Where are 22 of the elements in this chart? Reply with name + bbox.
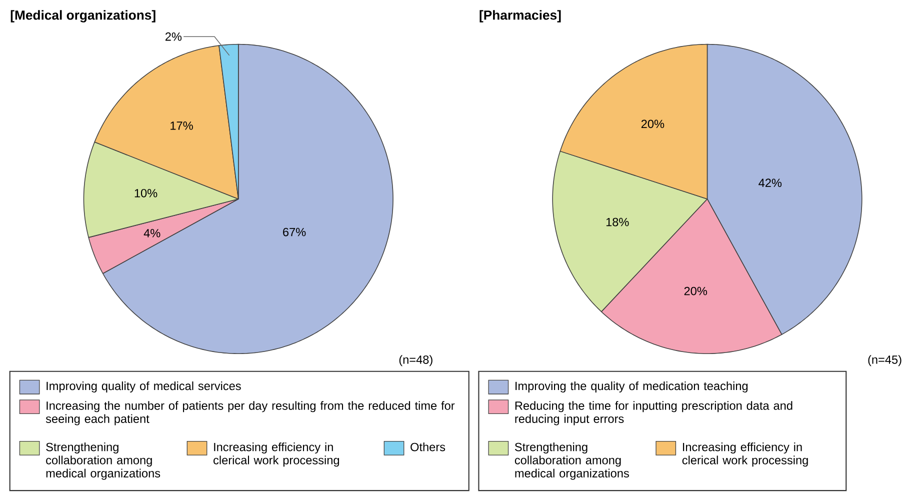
data-label: 20% — [641, 120, 664, 128]
legend-label: Increasing efficiency in clerical work processing — [682, 442, 808, 467]
text: (n=45) — [868, 355, 902, 366]
data-label: 67% — [283, 228, 306, 236]
data-label: 20% — [684, 287, 708, 296]
legend-label: Others — [410, 442, 446, 452]
data-label: 42% — [758, 178, 782, 188]
legend-label: Strengthening collaboration among medical organizations — [514, 442, 629, 480]
chart-title: [Pharmacies] — [480, 10, 561, 23]
legend-label: Strengthening collaboration among medical organizations — [46, 442, 160, 480]
legend-label: Increasing the number of patients per day resulting from the reduced time for seeing each patient — [46, 401, 455, 426]
legend-label: Improving the quality of medication teaching — [516, 382, 748, 393]
legend-label: Reducing the time for inputting prescription data and reducing input errors — [515, 401, 792, 426]
data-label: 17% — [170, 122, 193, 130]
data-label: 10% — [134, 189, 158, 198]
legend-label: Improving quality of medical services — [46, 382, 241, 393]
data-label: 2% — [165, 32, 182, 41]
text: (n=48) — [399, 355, 432, 366]
data-label: 18% — [606, 218, 629, 226]
data-label: 4% — [144, 229, 160, 238]
legend-label: Increasing efficiency in clerical work processing — [214, 442, 340, 467]
chart-title: [Medical organizations] — [10, 10, 156, 23]
